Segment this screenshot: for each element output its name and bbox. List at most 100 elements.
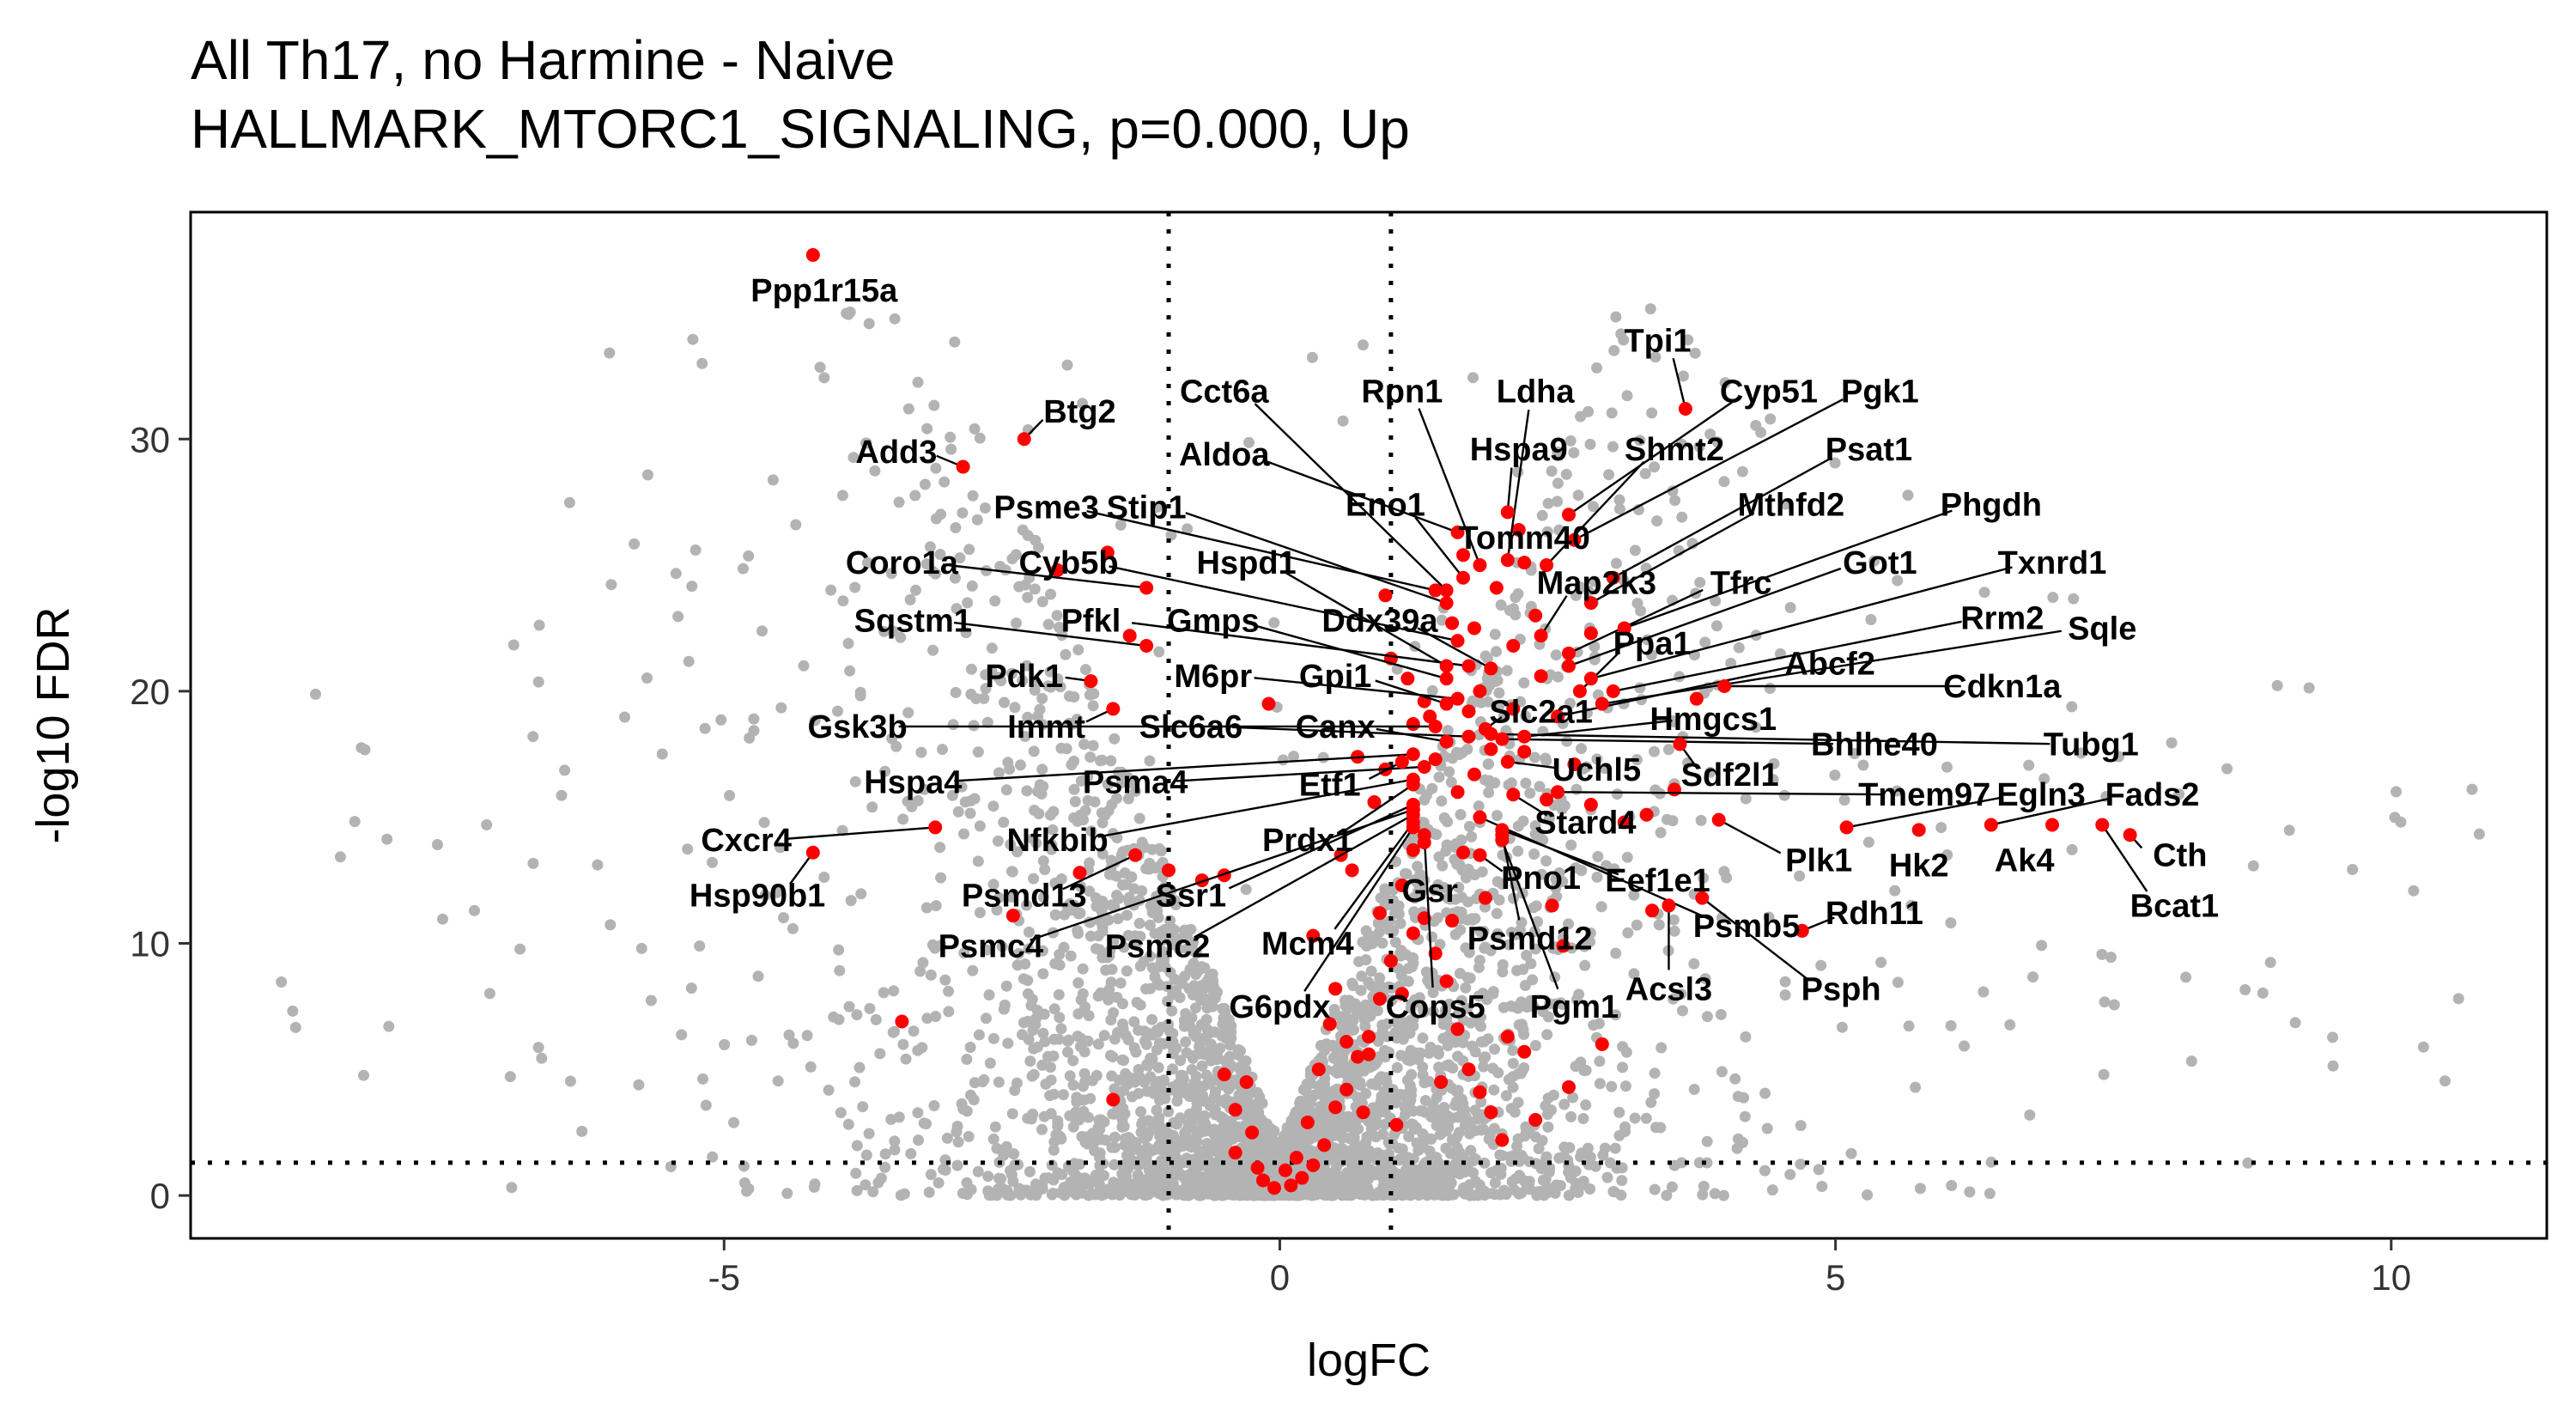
gene-point — [971, 514, 983, 526]
gene-point — [1045, 1074, 1057, 1086]
gene-point — [1941, 849, 1953, 861]
gene-point — [1563, 1189, 1575, 1201]
gene-point — [1168, 1043, 1180, 1055]
leader-line — [1506, 467, 1513, 513]
gene-point — [1509, 1184, 1521, 1196]
gene-point — [719, 1038, 731, 1050]
gene-point — [1062, 1046, 1073, 1058]
gene-point — [1131, 996, 1143, 1008]
gene-point — [1875, 957, 1887, 969]
highlighted-gene-point — [1528, 608, 1543, 623]
gene-point — [1084, 930, 1097, 942]
leader-line — [1231, 726, 1469, 738]
gene-point — [1512, 588, 1524, 599]
gene-point — [1055, 1023, 1067, 1035]
gene-point — [1718, 866, 1730, 878]
gene-point — [1443, 766, 1455, 778]
gene-point — [1484, 679, 1496, 691]
gene-point — [939, 1165, 951, 1176]
gene-point — [1104, 945, 1116, 957]
gene-point — [879, 1161, 891, 1173]
gene-point — [1487, 986, 1499, 998]
gene-point — [1186, 1188, 1198, 1200]
gene-point — [1564, 1171, 1577, 1183]
gene-point — [1144, 755, 1156, 767]
gene-point — [1108, 901, 1120, 912]
gene-point — [1816, 1181, 1828, 1192]
gene-point — [1589, 641, 1601, 653]
gene-point — [1634, 435, 1646, 447]
gene-point — [850, 1167, 862, 1179]
gene-point — [1415, 886, 1427, 898]
gene-point — [909, 584, 921, 596]
gene-point — [1603, 469, 1615, 481]
gene-point — [1829, 457, 1841, 469]
gene-point — [1518, 1175, 1530, 1187]
gene-point — [920, 1118, 932, 1130]
gene-point — [1072, 1008, 1084, 1020]
highlighted-gene-point — [1372, 992, 1387, 1006]
gene-point — [993, 891, 1005, 903]
gene-point — [930, 568, 941, 580]
gene-point — [1064, 1070, 1076, 1082]
gene-point — [1542, 1121, 1554, 1133]
gene-point — [1377, 1128, 1388, 1140]
leader-line — [1254, 403, 1448, 592]
gene-point — [1639, 468, 1651, 479]
gene-point — [1507, 1057, 1519, 1069]
gene-point — [972, 1165, 984, 1177]
gene-point — [1500, 1090, 1512, 1102]
gene-point — [1468, 1189, 1479, 1201]
gene-label: Aldoa — [1179, 437, 1270, 473]
gene-point — [933, 1177, 945, 1189]
leader-line — [1303, 826, 1414, 992]
gene-point — [1607, 1186, 1619, 1197]
gene-point — [1342, 1067, 1354, 1079]
gene-point — [1194, 992, 1206, 1004]
gene-point — [984, 1057, 996, 1069]
gene-point — [310, 688, 321, 700]
gene-point — [2166, 737, 2178, 749]
gene-point — [1552, 477, 1564, 490]
gene-point — [939, 974, 951, 986]
gene-point — [1037, 855, 1049, 867]
gene-label: Acsl3 — [1625, 971, 1712, 1007]
gene-point — [1662, 813, 1673, 825]
highlighted-gene-point — [1128, 848, 1143, 862]
gene-point — [1294, 1098, 1306, 1109]
highlighted-gene-point — [1506, 702, 1521, 716]
gene-label: Canx — [1296, 709, 1376, 745]
gene-point — [1058, 941, 1070, 953]
gene-point — [887, 1026, 899, 1038]
x-tick-label: 5 — [1826, 1257, 1845, 1298]
gene-point — [1540, 855, 1552, 867]
gene-point — [1613, 503, 1625, 515]
gene-point — [1048, 1144, 1060, 1156]
gene-point — [2068, 593, 2080, 605]
gene-point — [1206, 968, 1218, 980]
gene-point — [1482, 1033, 1494, 1045]
leader-line — [1131, 622, 1469, 667]
gene-point — [1037, 1027, 1049, 1039]
gene-point — [1682, 334, 1694, 346]
leader-line — [1506, 410, 1530, 561]
gene-point — [1152, 912, 1164, 923]
gene-point — [1565, 839, 1577, 851]
gene-point — [1541, 1109, 1553, 1121]
gene-point — [1029, 684, 1041, 696]
gene-point — [1528, 848, 1540, 860]
gene-point — [798, 660, 810, 672]
gene-point — [1699, 973, 1711, 985]
gene-point — [1037, 891, 1049, 903]
highlighted-gene-point — [2045, 818, 2060, 832]
gene-point — [1589, 1160, 1601, 1172]
gene-point — [1072, 977, 1084, 988]
gene-point — [1330, 1162, 1342, 1174]
gene-point — [1315, 1120, 1327, 1132]
gene-point — [1345, 1184, 1357, 1196]
gene-point — [1401, 1093, 1413, 1105]
highlighted-gene-point — [1473, 810, 1487, 824]
gene-point — [1845, 1147, 1857, 1159]
gene-point — [1428, 885, 1440, 897]
gene-point — [1094, 755, 1106, 767]
